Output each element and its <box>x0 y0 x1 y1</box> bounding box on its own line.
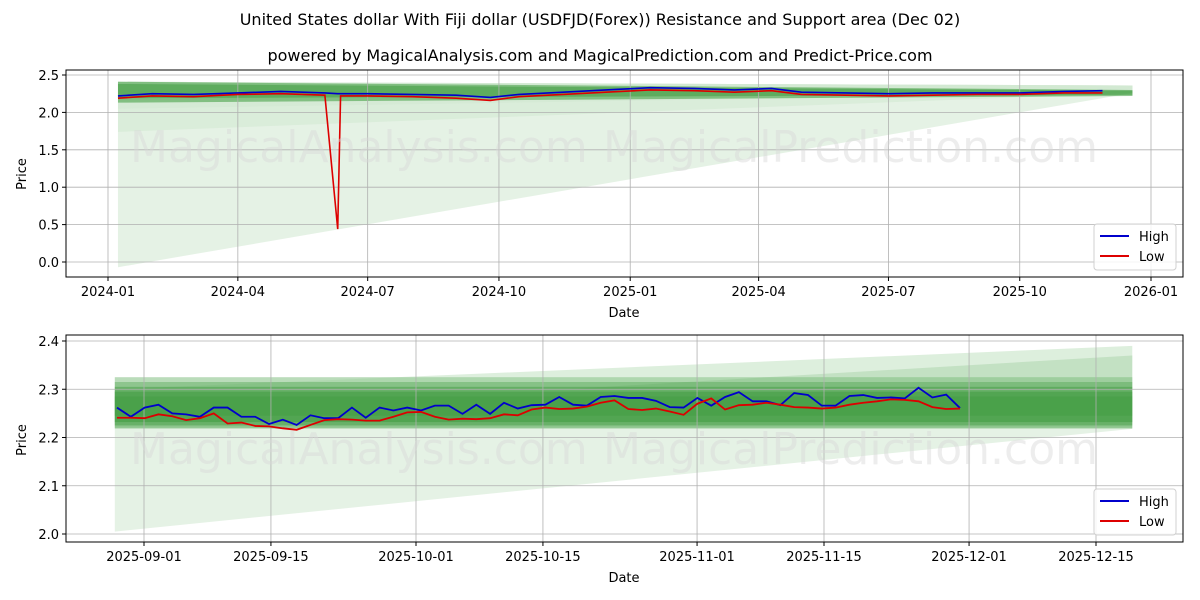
y-tick-label: 2.1 <box>38 480 59 495</box>
y-tick-label: 2.4 <box>38 335 59 350</box>
legend-low-label-bottom: Low <box>1139 515 1165 530</box>
y-tick-label: 1.5 <box>38 144 59 159</box>
legend-high-label-bottom: High <box>1139 495 1169 510</box>
y-tick-label: 0.0 <box>38 256 59 271</box>
top-x-axis-label: Date <box>608 306 639 321</box>
x-tick-label: 2024-07 <box>341 285 395 300</box>
bottom-tick-labels: 2025-09-01 2025-09-15 2025-10-01 2025-10-15… <box>38 335 1133 565</box>
x-tick-label: 2025-12-15 <box>1058 550 1134 565</box>
x-tick-label: 2025-10-15 <box>505 550 581 565</box>
bottom-legend: High Low <box>1093 488 1177 536</box>
top-tick-labels: 2024-01 2024-04 2024-07 2024-10 2025-01 2025-… <box>38 69 1178 300</box>
top-legend: High Low <box>1093 223 1177 271</box>
bottom-chart: MagicalAnalysis.com MagicalPrediction.co… <box>15 334 1184 586</box>
x-tick-label: 2025-04 <box>731 285 785 300</box>
low-line <box>117 89 1103 230</box>
y-tick-label: 2.2 <box>38 432 59 447</box>
watermark-prediction: MagicalPrediction.com <box>603 122 1098 173</box>
x-tick-label: 2026-01 <box>1124 285 1178 300</box>
support-wedge <box>117 81 1133 268</box>
x-tick-label: 2025-09-01 <box>106 550 182 565</box>
low-line <box>117 397 961 431</box>
high-line <box>116 386 961 426</box>
x-tick-label: 2025-09-15 <box>233 550 309 565</box>
y-tick-label: 2.3 <box>38 383 59 398</box>
bottom-grid <box>66 335 1183 542</box>
bottom-price-lines <box>116 386 961 431</box>
watermark-prediction-bottom: MagicalPrediction.com <box>603 424 1098 475</box>
x-tick-label: 2025-11-15 <box>786 550 862 565</box>
bottom-x-axis-label: Date <box>608 571 639 586</box>
watermark-analysis-bottom: MagicalAnalysis.com <box>130 424 588 475</box>
bottom-y-axis-label: Price <box>15 424 30 456</box>
x-tick-label: 2025-12-01 <box>931 550 1007 565</box>
chart-subtitle: powered by MagicalAnalysis.com and Magic… <box>267 46 933 65</box>
x-tick-label: 2024-04 <box>211 285 265 300</box>
y-tick-label: 2.5 <box>38 69 59 84</box>
x-tick-label: 2025-11-01 <box>659 550 735 565</box>
watermark-analysis: MagicalAnalysis.com <box>130 122 588 173</box>
top-price-lines <box>117 86 1103 230</box>
forecast-wedge-inner <box>564 355 1133 390</box>
y-tick-label: 1.0 <box>38 181 59 196</box>
y-tick-label: 2.0 <box>38 106 59 121</box>
legend-high-label: High <box>1139 230 1169 245</box>
x-tick-label: 2025-01 <box>603 285 657 300</box>
chart-title: United States dollar With Fiji dollar (U… <box>239 10 961 29</box>
y-tick-label: 2.0 <box>38 528 59 543</box>
x-tick-label: 2025-10-01 <box>378 550 454 565</box>
top-chart: MagicalAnalysis.com MagicalPrediction.co… <box>15 69 1184 321</box>
x-tick-label: 2024-10 <box>472 285 526 300</box>
x-tick-label: 2025-07 <box>861 285 915 300</box>
y-tick-label: 0.5 <box>38 219 59 234</box>
high-line <box>117 86 1103 99</box>
top-axes-frame <box>65 69 1184 278</box>
x-tick-label: 2024-01 <box>81 285 135 300</box>
bottom-axes-frame <box>65 334 1184 543</box>
x-tick-label: 2025-10 <box>993 285 1047 300</box>
top-y-axis-label: Price <box>15 158 30 190</box>
top-support-resistance-bands <box>117 81 1133 268</box>
top-grid <box>66 70 1183 277</box>
legend-low-label: Low <box>1139 250 1165 265</box>
